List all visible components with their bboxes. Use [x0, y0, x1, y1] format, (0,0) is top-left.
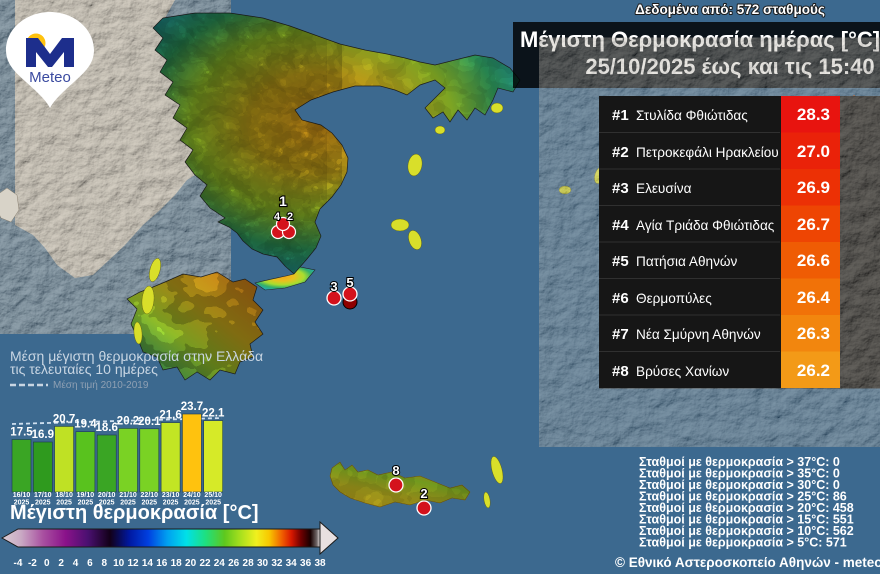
svg-text:20.1: 20.1	[138, 416, 161, 428]
svg-text:26.4: 26.4	[797, 288, 831, 307]
svg-text:Πετροκεφάλι Ηρακλείου: Πετροκεφάλι Ηρακλείου	[636, 145, 779, 160]
svg-text:#4: #4	[612, 217, 629, 234]
svg-text:22: 22	[199, 558, 211, 569]
svg-text:30: 30	[257, 558, 269, 569]
svg-text:26.3: 26.3	[797, 324, 830, 343]
svg-text:17.5: 17.5	[10, 427, 33, 439]
svg-text:22/10: 22/10	[141, 492, 159, 499]
svg-text:Meteo: Meteo	[29, 69, 71, 86]
svg-text:22.1: 22.1	[202, 408, 225, 420]
svg-text:24/10: 24/10	[183, 492, 201, 499]
svg-text:21.6: 21.6	[159, 410, 181, 422]
svg-text:16.9: 16.9	[32, 429, 54, 441]
svg-text:Μέγιστη θερμοκρασία [°C]: Μέγιστη θερμοκρασία [°C]	[10, 502, 259, 524]
svg-text:28: 28	[243, 558, 255, 569]
svg-text:-2: -2	[28, 558, 37, 569]
svg-text:18/10: 18/10	[55, 492, 73, 499]
svg-text:26.6: 26.6	[797, 251, 830, 270]
svg-text:28.3: 28.3	[797, 105, 830, 124]
svg-text:Μέγιστη Θερμοκρασία ημέρας [°C: Μέγιστη Θερμοκρασία ημέρας [°C]	[520, 27, 880, 52]
svg-text:17/10: 17/10	[34, 492, 52, 499]
svg-text:2: 2	[287, 211, 293, 223]
svg-text:0: 0	[44, 558, 50, 569]
svg-text:#3: #3	[612, 180, 629, 197]
svg-text:12: 12	[127, 558, 139, 569]
svg-text:4: 4	[274, 211, 281, 223]
svg-text:26.9: 26.9	[797, 178, 830, 197]
svg-text:Σταθμοί με θερμοκρασία > 5°C:: Σταθμοί με θερμοκρασία > 5°C: 571	[639, 536, 847, 550]
svg-text:6: 6	[87, 558, 93, 569]
svg-text:32: 32	[271, 558, 283, 569]
svg-text:Αγία Τριάδα Φθιώτιδας: Αγία Τριάδα Φθιώτιδας	[636, 218, 775, 233]
svg-text:Βρύσες Χανίων: Βρύσες Χανίων	[636, 364, 729, 379]
svg-text:4: 4	[73, 558, 79, 569]
svg-text:Θερμοπύλες: Θερμοπύλες	[636, 291, 712, 306]
svg-text:Στυλίδα Φθιώτιδας: Στυλίδα Φθιώτιδας	[636, 108, 748, 123]
svg-text:18: 18	[171, 558, 183, 569]
svg-text:14: 14	[142, 558, 154, 569]
svg-text:34: 34	[286, 558, 298, 569]
svg-text:Πατήσια Αθηνών: Πατήσια Αθηνών	[636, 254, 737, 269]
svg-text:20: 20	[185, 558, 197, 569]
svg-text:16/10: 16/10	[13, 492, 31, 499]
svg-text:19/10: 19/10	[77, 492, 95, 499]
svg-text:26.2: 26.2	[797, 361, 830, 380]
svg-text:25/10: 25/10	[204, 492, 222, 499]
svg-text:© Εθνικό Αστεροσκοπείο Αθηνών: © Εθνικό Αστεροσκοπείο Αθηνών - meteo.gr	[615, 555, 880, 570]
svg-text:τις τελευταίες 10 ημέρες: τις τελευταίες 10 ημέρες	[10, 361, 158, 377]
svg-text:27.0: 27.0	[797, 142, 830, 161]
svg-text:25/10/2025 έως και τις 15:40: 25/10/2025 έως και τις 15:40	[585, 54, 874, 79]
svg-text:23/10: 23/10	[162, 492, 180, 499]
svg-text:#7: #7	[612, 326, 629, 343]
svg-text:8: 8	[102, 558, 108, 569]
svg-text:19.4: 19.4	[74, 419, 97, 431]
svg-text:26: 26	[228, 558, 240, 569]
svg-text:Νέα Σμύρνη Αθηνών: Νέα Σμύρνη Αθηνών	[636, 327, 761, 342]
svg-text:Ελευσίνα: Ελευσίνα	[636, 181, 692, 196]
svg-text:Μέση τιμή 2010-2019: Μέση τιμή 2010-2019	[53, 379, 149, 391]
svg-text:26.7: 26.7	[797, 215, 830, 234]
svg-text:38: 38	[314, 558, 326, 569]
svg-text:36: 36	[300, 558, 312, 569]
svg-text:16: 16	[156, 558, 168, 569]
svg-text:20.7: 20.7	[53, 413, 75, 425]
svg-text:-4: -4	[14, 558, 23, 569]
svg-text:Δεδομένα από: 572 σταθμούς: Δεδομένα από: 572 σταθμούς	[635, 2, 825, 17]
svg-text:18.6: 18.6	[96, 422, 118, 434]
svg-text:1: 1	[279, 193, 287, 209]
svg-text:2: 2	[420, 486, 427, 501]
svg-text:20/10: 20/10	[98, 492, 116, 499]
svg-text:#8: #8	[612, 363, 629, 380]
svg-text:24: 24	[214, 558, 226, 569]
svg-text:#5: #5	[612, 253, 629, 270]
svg-text:10: 10	[113, 558, 125, 569]
svg-text:8: 8	[392, 463, 399, 478]
svg-text:#1: #1	[612, 107, 629, 124]
svg-text:3: 3	[330, 279, 337, 294]
svg-text:2: 2	[58, 558, 64, 569]
svg-text:#6: #6	[612, 290, 629, 307]
svg-text:#2: #2	[612, 144, 629, 161]
svg-text:23.7: 23.7	[181, 401, 203, 413]
svg-text:20.2: 20.2	[117, 415, 139, 427]
svg-text:5: 5	[346, 275, 353, 290]
svg-text:21/10: 21/10	[119, 492, 137, 499]
